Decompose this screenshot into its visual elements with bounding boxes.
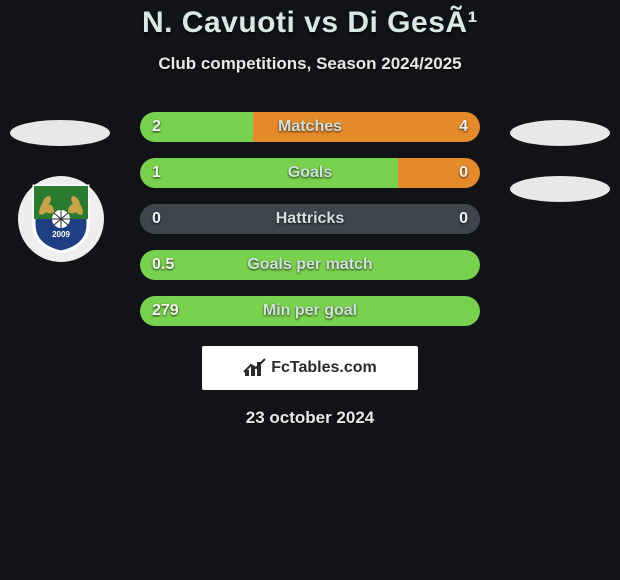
stat-label: Min per goal	[140, 296, 480, 326]
stats-block: 24Matches 10Goals 00Hattricks 0.5Goals per …	[0, 112, 620, 326]
bar-chart-icon	[243, 358, 267, 378]
stat-label: Goals	[140, 158, 480, 188]
stat-row: 10Goals	[0, 158, 620, 188]
stat-row: 00Hattricks	[0, 204, 620, 234]
stat-row: 0.5Goals per match	[0, 250, 620, 280]
season-subtitle: Club competitions, Season 2024/2025	[0, 54, 620, 74]
stat-row: 279Min per goal	[0, 296, 620, 326]
stat-label: Matches	[140, 112, 480, 142]
stat-row: 24Matches	[0, 112, 620, 142]
snapshot-date: 23 october 2024	[0, 408, 620, 428]
stat-label: Goals per match	[140, 250, 480, 280]
brand-text: FcTables.com	[271, 359, 377, 377]
page-title: N. Cavuoti vs Di GesÃ¹	[0, 6, 620, 40]
brand-box[interactable]: FcTables.com	[202, 346, 418, 390]
stat-label: Hattricks	[140, 204, 480, 234]
widget-root: 2009 N. Cavuoti vs Di GesÃ¹ Club competi…	[0, 0, 620, 580]
